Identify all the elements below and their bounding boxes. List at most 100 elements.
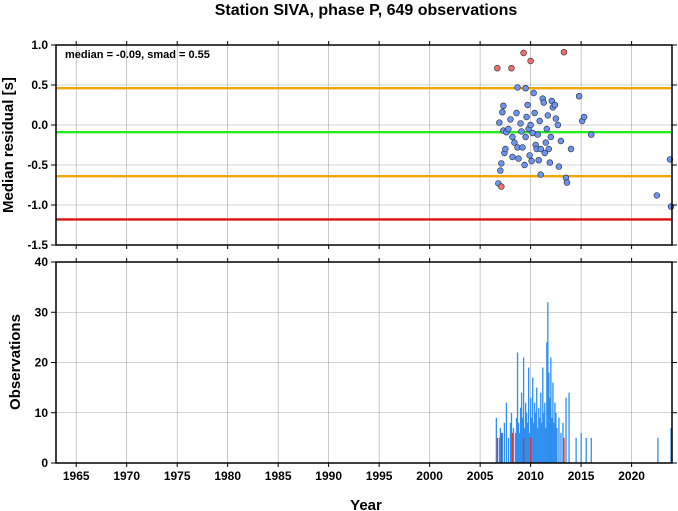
residual-point <box>544 112 551 119</box>
residual-y-tick-label: 0.5 <box>31 78 48 92</box>
observations-y-tick-label: 0 <box>41 456 48 470</box>
observation-bar <box>529 432 531 463</box>
observation-bar <box>501 432 504 463</box>
residual-y-tick-label: -1.0 <box>27 198 48 212</box>
observations-panel: 0 10 20 30 40 1965 1970 1975 1980 1985 1990 1995 20… <box>7 255 677 511</box>
observation-bar <box>539 417 541 463</box>
observation-bar <box>514 432 517 463</box>
observation-bar <box>550 357 552 463</box>
observation-bar <box>553 422 555 463</box>
x-tick-label: 2020 <box>618 469 645 483</box>
observations-y-tick-label: 40 <box>35 255 49 269</box>
observation-bar <box>670 427 672 463</box>
residual-point <box>513 109 520 117</box>
residual-point <box>555 163 563 170</box>
residual-point <box>575 92 583 100</box>
residual-point <box>653 192 661 199</box>
observation-bar <box>500 432 503 463</box>
residual-point <box>515 155 522 162</box>
observation-bar <box>509 422 512 463</box>
observation-bar <box>551 417 553 463</box>
observation-bar <box>499 427 502 463</box>
x-tick-label: 1980 <box>214 469 241 483</box>
residual-point <box>499 108 506 116</box>
x-tick-label: 2010 <box>517 469 544 483</box>
observations-y-tick-label: 20 <box>35 356 49 370</box>
x-tick-label: 2005 <box>467 469 494 483</box>
observation-bar <box>541 422 543 463</box>
observation-bar <box>548 372 550 463</box>
observation-bar <box>531 417 533 463</box>
residual-point <box>551 101 559 109</box>
residual-point <box>497 167 504 174</box>
residual-point <box>518 128 525 135</box>
observation-bar <box>503 422 506 463</box>
residual-y-tick-label: -0.5 <box>27 158 48 172</box>
residual-point <box>580 113 588 121</box>
observation-bar <box>554 402 556 463</box>
observations-x-ticks: 1965 1970 1975 1980 1985 1990 1995 2000 2005 2010… <box>63 258 645 483</box>
observation-bar <box>517 422 520 463</box>
x-axis-label: Year <box>350 497 382 511</box>
residual-point <box>519 144 526 151</box>
observation-bar <box>536 387 538 463</box>
residual-point <box>554 121 562 129</box>
residual-reference-lines <box>56 86 672 221</box>
observation-bar <box>530 397 532 463</box>
x-tick-label: 1995 <box>366 469 393 483</box>
residual-point <box>540 99 547 106</box>
residual-x-ticks <box>75 41 633 249</box>
observations-bars <box>495 302 672 463</box>
observation-bar <box>533 422 535 463</box>
residual-point <box>517 120 524 127</box>
observation-bar <box>510 412 513 463</box>
observation-bar <box>515 417 518 463</box>
observations-y-tick-label: 10 <box>35 406 49 420</box>
residual-point <box>563 179 571 186</box>
residual-point <box>498 160 505 167</box>
residual-panel-frame <box>55 44 673 246</box>
observations-y-ticks: 0 10 20 30 40 <box>35 255 677 470</box>
residual-point <box>496 119 503 126</box>
residual-point <box>536 117 543 125</box>
observation-bar <box>555 412 557 463</box>
observation-bar <box>495 417 497 463</box>
residual-point <box>531 109 538 117</box>
residual-y-tick-label: 1.0 <box>31 38 48 52</box>
observation-bar <box>545 427 547 463</box>
residual-y-tick-label: -1.5 <box>27 238 48 252</box>
x-tick-label: 1965 <box>63 469 90 483</box>
residual-point <box>514 84 521 91</box>
stats-annotation: median = -0.09, smad = 0.55 <box>65 49 210 61</box>
observation-bar <box>543 412 545 463</box>
residual-y-tick-label: 0.0 <box>31 118 48 132</box>
residual-point <box>546 159 554 166</box>
residual-point <box>530 89 537 97</box>
residual-point <box>524 101 531 109</box>
observation-bar <box>546 342 548 463</box>
residual-point <box>502 145 509 153</box>
observation-bar <box>516 352 519 463</box>
x-tick-label: 1990 <box>315 469 342 483</box>
observation-bar <box>520 392 523 463</box>
residual-point <box>567 145 575 153</box>
observation-bar <box>522 437 525 463</box>
observation-bar <box>558 417 560 463</box>
observation-bar <box>521 417 524 463</box>
observation-bar <box>657 437 659 463</box>
residual-point <box>509 153 516 161</box>
residual-point <box>500 102 507 110</box>
residual-point <box>526 152 533 159</box>
observation-bar <box>544 402 546 463</box>
residual-panel: 1.0 0.5 0.0 -0.5 -1.0 -1.5 median = -0.09, sm… <box>0 38 677 252</box>
x-tick-label: 1970 <box>113 469 140 483</box>
observation-bar <box>535 412 537 463</box>
observation-bar <box>496 437 498 463</box>
residual-point <box>541 149 548 157</box>
observation-bar <box>518 432 521 463</box>
observation-bar <box>547 302 549 463</box>
residual-point <box>547 133 555 141</box>
observation-bar <box>580 432 582 463</box>
observation-bar <box>556 427 558 463</box>
